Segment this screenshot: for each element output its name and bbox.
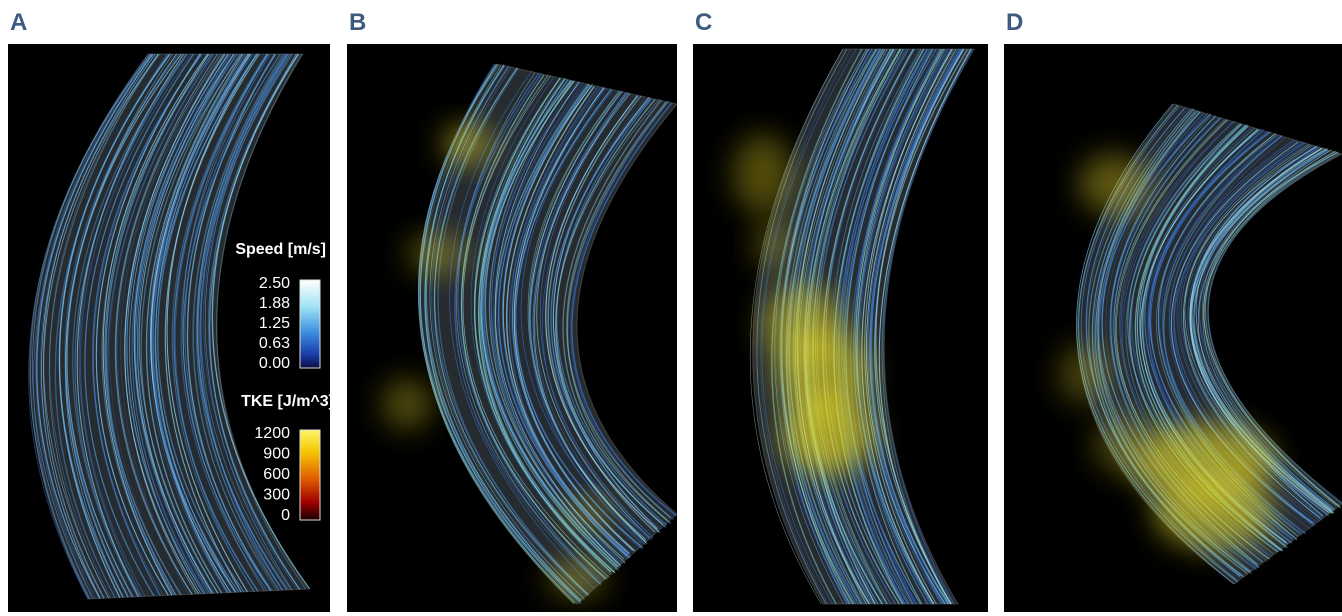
turbulence-blob: [1154, 479, 1274, 549]
panel-label: C: [695, 9, 712, 36]
panel-label: D: [1006, 9, 1023, 36]
legend-title: Speed [m/s]: [235, 241, 326, 258]
colorbar-tick-label: 1200: [254, 425, 290, 442]
figure: A B C D Speed [m/s] TKE [J/m^3] 2.50 1.88 1.2…: [0, 0, 1342, 616]
colorbar-tick-label: 300: [263, 487, 290, 504]
legend-title: TKE [J/m^3]: [241, 393, 334, 410]
colorbar-tick-label: 1.25: [259, 315, 290, 332]
colorbar-tick-label: 0.00: [259, 355, 290, 372]
panel: [1004, 44, 1342, 612]
turbulence-blob: [562, 499, 612, 529]
turbulence-blob: [1059, 344, 1109, 404]
turbulence-blob: [1094, 414, 1154, 474]
colorbar-tick-label: 1.88: [259, 295, 290, 312]
colorbar: [300, 280, 320, 368]
colorbar-tick-label: 0.63: [259, 335, 290, 352]
turbulence-blob: [407, 234, 467, 274]
panel: [693, 44, 988, 612]
turbulence-blob: [547, 561, 607, 597]
turbulence-blob: [382, 379, 432, 429]
turbulence-blob: [733, 134, 793, 214]
colorbar-tick-label: 600: [263, 466, 290, 483]
colorbar-tick-label: 900: [263, 446, 290, 463]
turbulence-blob: [442, 124, 492, 164]
turbulence-blob: [783, 394, 873, 474]
colorbar: [300, 430, 320, 520]
panel-label: A: [10, 9, 27, 36]
turbulence-blob: [1079, 154, 1149, 214]
colorbar-tick-label: 0: [281, 507, 290, 524]
panel: [347, 44, 677, 612]
colorbar-tick-label: 2.50: [259, 275, 290, 292]
turbulence-blob: [753, 219, 793, 269]
panel-label: B: [349, 9, 366, 36]
panels: [8, 44, 1342, 612]
